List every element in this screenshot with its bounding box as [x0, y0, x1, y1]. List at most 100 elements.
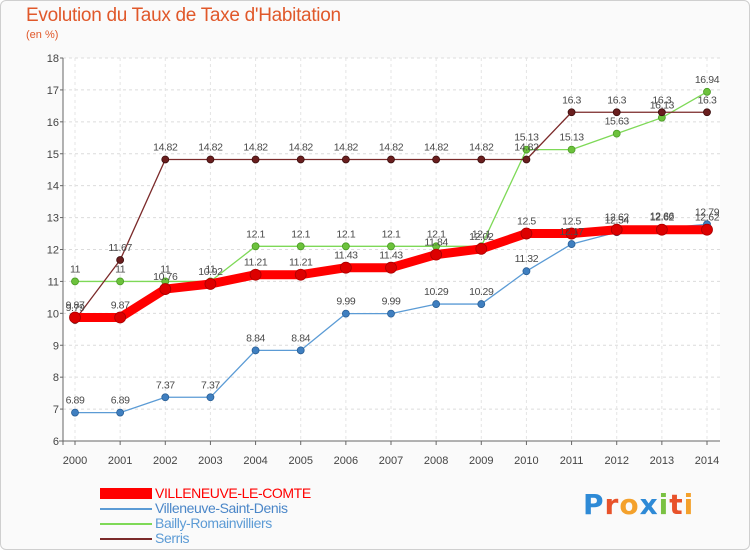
data-point: [430, 248, 443, 261]
data-label: 16.94: [695, 74, 720, 86]
data-label: 12.5: [562, 216, 581, 228]
x-tick-label: 2013: [650, 455, 674, 467]
x-tick-label: 2003: [198, 455, 222, 467]
x-tick-label: 2010: [514, 455, 538, 467]
data-point: [387, 309, 395, 318]
data-point: [296, 155, 305, 164]
data-point: [69, 311, 81, 324]
data-label: 7.37: [156, 379, 175, 391]
data-point: [251, 346, 260, 355]
data-point: [116, 277, 125, 286]
data-point: [567, 108, 576, 117]
data-label: 16.3: [652, 94, 671, 106]
logo-letter: i: [683, 488, 695, 521]
data-label: 12.1: [472, 228, 491, 240]
data-point: [703, 87, 711, 96]
data-label: 12.62: [650, 212, 675, 224]
data-point: [161, 393, 170, 402]
legend-label: Bailly-Romainvilliers: [155, 515, 272, 531]
data-label: 14.82: [424, 141, 449, 153]
data-label: 10.76: [153, 271, 178, 283]
data-point: [159, 283, 172, 295]
legend-label: Villeneuve-Saint-Denis: [155, 500, 288, 516]
data-label: 14.82: [153, 141, 178, 153]
logo-letter: t: [669, 488, 684, 521]
data-point: [522, 267, 531, 276]
data-label: 16.3: [607, 94, 626, 106]
chart-title: Evolution du Taux de Taxe d'Habitation: [26, 5, 341, 26]
data-label: 16.3: [562, 94, 581, 106]
data-label: 11.21: [244, 257, 268, 269]
logo-letter: P: [583, 488, 605, 521]
data-point: [341, 309, 350, 318]
x-tick-label: 2005: [288, 455, 312, 467]
x-tick-label: 2011: [560, 455, 584, 467]
y-tick-label: 15: [47, 149, 59, 161]
data-label: 11: [70, 263, 81, 275]
data-label: 12.1: [291, 228, 310, 240]
data-point: [116, 256, 125, 264]
data-point: [703, 108, 711, 117]
data-point: [432, 155, 441, 164]
data-label: 12.1: [382, 228, 401, 240]
y-tick-label: 6: [53, 436, 59, 448]
data-label: 11: [205, 263, 216, 275]
data-label: 11.43: [379, 250, 403, 262]
data-point: [477, 300, 486, 308]
data-label: 16.3: [698, 94, 717, 106]
logo-letter: o: [619, 488, 640, 521]
x-tick-label: 2002: [153, 455, 177, 467]
data-label: 11.21: [289, 257, 313, 269]
data-point: [612, 108, 621, 117]
data-point: [294, 268, 307, 281]
data-label: 12.79: [695, 206, 720, 218]
logo-letter: x: [639, 488, 659, 521]
y-tick-label: 11: [48, 276, 59, 288]
data-point: [296, 346, 305, 355]
data-label: 12.62: [695, 212, 720, 224]
logo-letter: r: [604, 488, 620, 521]
data-label: 10.29: [469, 286, 494, 298]
x-tick-label: 2008: [424, 455, 448, 467]
data-label: 12.02: [469, 231, 494, 243]
legend-swatch: [100, 538, 152, 540]
data-point: [432, 300, 441, 308]
data-label: 14.82: [514, 141, 539, 153]
y-tick-label: 8: [53, 372, 59, 384]
legend-label: VILLENEUVE-LE-COMTE: [155, 485, 311, 501]
data-label: 11.43: [334, 250, 358, 262]
proxiti-logo: Proxiti: [583, 488, 694, 521]
logo-letter: i: [658, 488, 670, 521]
legend-label: Serris: [155, 530, 190, 546]
data-label: 15.63: [605, 116, 630, 128]
y-axis-unit: (en %): [26, 29, 59, 41]
data-point: [475, 242, 488, 255]
data-label: 9.87: [66, 299, 85, 311]
data-point: [341, 155, 350, 164]
data-label: 14.82: [243, 141, 268, 153]
data-label: 12.54: [605, 214, 630, 226]
data-label: 6.89: [111, 395, 130, 407]
y-tick-label: 12: [47, 245, 59, 257]
data-label: 7.37: [201, 379, 220, 391]
x-tick-label: 2007: [379, 455, 403, 467]
data-point: [520, 227, 533, 240]
data-point: [477, 155, 486, 164]
data-label: 12.1: [246, 228, 265, 240]
data-label: 11.84: [424, 237, 448, 249]
data-point: [612, 129, 621, 138]
data-label: 12.17: [559, 226, 584, 238]
data-label: 12.62: [605, 212, 630, 224]
data-label: 16.13: [650, 100, 675, 112]
data-point: [522, 145, 531, 154]
x-tick-label: 2009: [469, 455, 493, 467]
x-tick-label: 2004: [243, 455, 267, 467]
y-tick-label: 10: [47, 308, 59, 320]
y-tick-label: 16: [47, 117, 59, 129]
y-tick-label: 18: [47, 53, 59, 65]
data-point: [385, 261, 397, 274]
data-label: 11.32: [515, 253, 539, 265]
data-point: [655, 223, 668, 236]
data-point: [701, 223, 713, 236]
